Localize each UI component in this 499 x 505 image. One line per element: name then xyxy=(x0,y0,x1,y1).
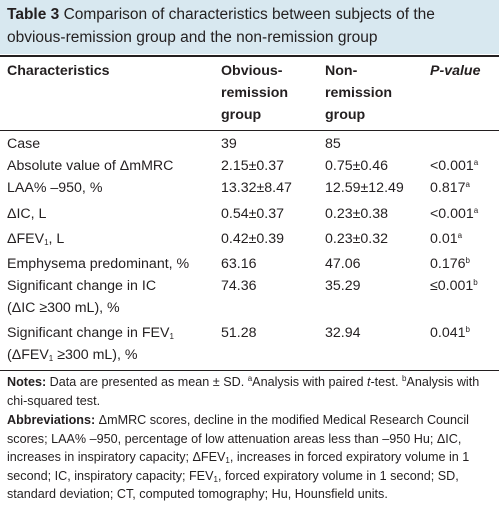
row-value-obvious: 13.32±8.47 xyxy=(221,180,292,196)
table-notes: Notes: Data are presented as mean ± SD. … xyxy=(7,373,493,410)
row-label: Case xyxy=(7,136,41,152)
row-value-non: 85 xyxy=(325,136,341,152)
row-value-obvious: 0.42±0.39 xyxy=(221,231,285,247)
row-value-non: 32.94 xyxy=(325,325,361,341)
row-label-text: Significant change in FEV xyxy=(7,325,170,341)
header-characteristics: Characteristics xyxy=(7,63,110,79)
row-value-non: 0.23±0.38 xyxy=(325,206,389,222)
notes-text: Analysis with chi-squared test. xyxy=(7,375,480,408)
row-p-value: <0.001a xyxy=(430,155,478,177)
abbreviations-text: , forced expiratory volume in 1 second; … xyxy=(7,468,459,502)
row-p-value: ≤0.001b xyxy=(430,275,478,297)
p-value-footnote: b xyxy=(465,325,470,334)
row-value-obvious: 2.15±0.37 xyxy=(221,158,285,174)
row-p-value: 0.041b xyxy=(430,322,470,344)
p-value-text: 0.817 xyxy=(430,180,466,196)
row-label: Emphysema predominant, % xyxy=(7,256,190,272)
footnote-a: a xyxy=(247,374,253,383)
row-value-obvious: 63.16 xyxy=(221,256,257,272)
p-value-footnote: a xyxy=(457,231,463,240)
row-value-obvious: 51.28 xyxy=(221,325,257,341)
row-label: Significant change in IC xyxy=(7,278,157,294)
header-obvious-remission-3: group xyxy=(221,107,262,123)
header-bottom-rule xyxy=(0,130,499,131)
row-label-text: , L xyxy=(48,231,65,247)
row-value-obvious: 74.36 xyxy=(221,278,257,294)
p-value-text: <0.001 xyxy=(430,158,474,174)
row-label-line2: (ΔFEV1 ≥300 mL), % xyxy=(7,344,138,366)
table-caption: Comparison of characteristics between su… xyxy=(7,6,435,46)
abbreviations-label: Abbreviations: xyxy=(7,413,96,427)
row-value-non: 0.23±0.32 xyxy=(325,231,389,247)
footnote-b: b xyxy=(401,374,407,383)
row-value-non: 12.59±12.49 xyxy=(325,180,404,196)
subscript-one: 1 xyxy=(44,238,49,247)
subscript-one: 1 xyxy=(48,354,54,363)
row-value-non: 0.75±0.46 xyxy=(325,158,389,174)
p-value-text: 0.041 xyxy=(430,325,466,341)
header-top-rule xyxy=(0,55,499,57)
subscript-one: 1 xyxy=(225,456,230,466)
row-p-value: 0.176b xyxy=(430,253,470,275)
table-bottom-rule xyxy=(0,370,499,371)
row-value-obvious: 0.54±0.37 xyxy=(221,206,285,222)
table-label: Table 3 xyxy=(7,6,60,23)
abbreviations-text: ΔmMRC scores, decline in the modified Me… xyxy=(7,413,469,465)
p-value-text: <0.001 xyxy=(430,206,474,222)
header-obvious-remission-1: Obvious- xyxy=(221,63,283,79)
p-value-text: 0.01 xyxy=(430,231,458,247)
row-p-value: 0.817a xyxy=(430,177,470,199)
notes-t-italic: t xyxy=(366,375,371,389)
p-value-footnote: a xyxy=(473,158,479,167)
header-non-remission-3: group xyxy=(325,107,366,123)
notes-text: Analysis with paired xyxy=(252,375,367,389)
row-value-non: 47.06 xyxy=(325,256,361,272)
abbreviations-text: , increases in forced expiratory volume … xyxy=(7,450,470,483)
p-value-footnote: a xyxy=(473,206,479,215)
row-p-value: <0.001a xyxy=(430,203,478,225)
header-p-value: P-value xyxy=(430,63,481,79)
subscript-one: 1 xyxy=(213,474,218,484)
table-title: Table 3 Comparison of characteristics be… xyxy=(7,3,495,49)
header-non-remission-1: Non- xyxy=(325,63,358,79)
row-label-line2: (ΔIC ≥300 mL), % xyxy=(7,300,120,316)
p-value-footnote: a xyxy=(465,180,470,189)
row-value-obvious: 39 xyxy=(221,136,237,152)
row-label: ΔIC, L xyxy=(7,206,47,222)
subscript-one: 1 xyxy=(169,332,174,341)
row-label-text: (ΔFEV xyxy=(7,347,49,363)
notes-text: Data are presented as mean ± SD. xyxy=(46,375,248,389)
p-value-footnote: b xyxy=(473,278,478,287)
table-abbreviations: Abbreviations: ΔmMRC scores, decline in … xyxy=(7,411,493,504)
title-band xyxy=(0,0,499,54)
row-label-text: ΔFEV xyxy=(7,231,45,247)
header-non-remission-2: remission xyxy=(325,85,393,101)
row-label: LAA% –950, % xyxy=(7,180,103,196)
notes-text: -test. xyxy=(370,375,402,389)
notes-label: Notes: xyxy=(7,375,47,389)
row-label-text: ≥300 mL), % xyxy=(53,347,138,363)
row-p-value: 0.01a xyxy=(430,228,462,250)
p-value-text: ≤0.001 xyxy=(430,278,474,294)
row-label: Significant change in FEV1 xyxy=(7,322,174,344)
row-label: ΔFEV1, L xyxy=(7,228,64,250)
p-value-footnote: b xyxy=(465,256,470,265)
row-label: Absolute value of ΔmMRC xyxy=(7,158,174,174)
p-value-text: 0.176 xyxy=(430,256,466,272)
row-value-non: 35.29 xyxy=(325,278,361,294)
header-obvious-remission-2: remission xyxy=(221,85,289,101)
